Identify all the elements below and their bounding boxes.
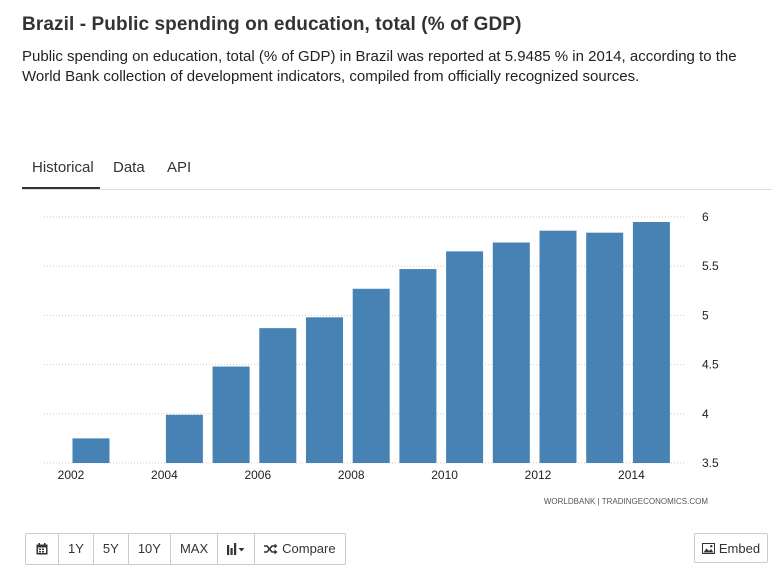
chart-type-button[interactable] [218, 534, 256, 564]
y-tick-label: 3.5 [702, 456, 719, 470]
bar-2002[interactable] [72, 438, 110, 463]
range-1y-button[interactable]: 1Y [59, 534, 94, 564]
embed-label: Embed [718, 540, 761, 556]
page-title: Brazil - Public spending on education, t… [22, 14, 522, 35]
x-tick-label: 2004 [151, 468, 178, 482]
x-tick-label: 2012 [525, 468, 552, 482]
bar-2012[interactable] [539, 230, 577, 463]
range-max-button[interactable]: MAX [171, 534, 219, 564]
bar-2006[interactable] [259, 328, 297, 463]
chart-toolbar: 1Y 5Y 10Y MAX Compare [25, 533, 346, 565]
bar-chart: 3.5 4 4.5 5 5.5 6 2002 2004 2006 2008 2010 2012 201… [44, 210, 719, 506]
y-tick-label: 4 [702, 407, 709, 421]
x-tick-label: 2002 [58, 468, 85, 482]
bar-2009[interactable] [399, 269, 437, 463]
bar-2008[interactable] [352, 288, 390, 463]
shuffle-icon [264, 543, 278, 555]
bar-2011[interactable] [492, 242, 530, 463]
x-tick-label: 2006 [244, 468, 271, 482]
bar-2004[interactable] [165, 414, 203, 463]
x-tick-label: 2008 [338, 468, 365, 482]
tab-historical[interactable]: Historical [32, 159, 94, 176]
chart-x-axis: 2002 2004 2006 2008 2010 2012 2014 [58, 468, 645, 482]
tab-data[interactable]: Data [113, 159, 145, 176]
bar-2007[interactable] [306, 317, 343, 463]
image-icon [701, 542, 715, 554]
range-10y-button[interactable]: 10Y [129, 534, 171, 564]
tab-api[interactable]: API [167, 159, 192, 176]
y-tick-label: 6 [702, 210, 709, 224]
chart-source-label: WORLDBANK | TRADINGECONOMICS.COM [544, 497, 709, 506]
bar-chart-icon [227, 543, 245, 555]
page-description: Public spending on education, total (% o… [22, 48, 737, 85]
embed-button[interactable]: Embed [694, 533, 768, 563]
chevron-down-icon [238, 548, 245, 552]
active-tab-indicator [22, 187, 100, 189]
bar-2010[interactable] [446, 251, 484, 463]
range-5y-button[interactable]: 5Y [94, 534, 129, 564]
y-tick-label: 5.5 [702, 259, 719, 273]
x-tick-label: 2014 [618, 468, 645, 482]
compare-label: Compare [282, 541, 336, 556]
y-tick-label: 4.5 [702, 358, 719, 372]
calendar-icon [36, 543, 48, 555]
bar-2013[interactable] [586, 232, 624, 463]
chart-y-axis: 3.5 4 4.5 5 5.5 6 [702, 210, 719, 470]
compare-button[interactable]: Compare [255, 534, 344, 564]
bar-2005[interactable] [212, 366, 250, 463]
chart-bars [72, 221, 670, 463]
y-tick-label: 5 [702, 308, 709, 322]
bar-2014[interactable] [632, 221, 670, 463]
tab-bar: Historical Data API [22, 150, 772, 190]
x-tick-label: 2010 [431, 468, 458, 482]
date-range-button[interactable] [26, 534, 59, 564]
